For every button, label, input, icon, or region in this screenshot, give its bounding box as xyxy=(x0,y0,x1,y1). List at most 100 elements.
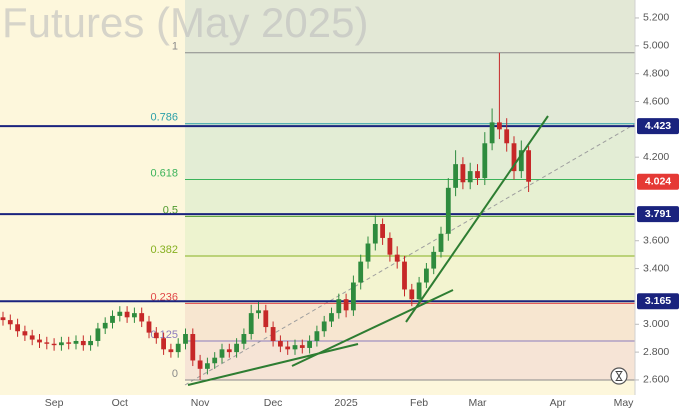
candle-body xyxy=(88,340,93,346)
fib-zone xyxy=(185,379,635,395)
candle-body xyxy=(518,150,524,172)
candle-body xyxy=(132,313,137,318)
y-tick-label: 3.400 xyxy=(643,262,669,274)
candle-body xyxy=(146,321,152,333)
fib-zone xyxy=(185,52,635,124)
button-icon xyxy=(615,371,623,381)
x-tick-label: Dec xyxy=(264,397,283,409)
candle-body xyxy=(424,268,429,283)
candle-body xyxy=(205,363,210,369)
candle-body xyxy=(278,340,283,347)
candle-body xyxy=(504,129,510,144)
level-tag-label: 4.423 xyxy=(645,120,671,132)
candle-body xyxy=(445,187,451,234)
level-tag-label: 3.791 xyxy=(645,208,671,220)
trend-line xyxy=(405,115,549,323)
candle-body xyxy=(292,345,298,350)
y-tick-label: 4.200 xyxy=(643,151,669,163)
candle-body xyxy=(241,334,247,344)
candle-body xyxy=(248,313,254,335)
candle-body xyxy=(372,224,378,244)
candle-body xyxy=(175,343,181,353)
y-tick-label: 4.800 xyxy=(643,67,669,79)
candle-body xyxy=(80,340,86,346)
candle-body xyxy=(314,331,320,341)
x-tick-label: 2025 xyxy=(334,397,358,409)
candle-body xyxy=(44,342,50,344)
axes: 4.423 3.791 3.165 5.200 5.000 4.800 4.600 4.200… xyxy=(45,12,679,409)
candle-body xyxy=(15,324,20,332)
candle-body xyxy=(161,338,166,350)
level-tag xyxy=(637,293,679,310)
candle-body xyxy=(475,171,480,179)
candle-body xyxy=(416,282,422,300)
candle-body xyxy=(51,343,57,346)
x-axis-area xyxy=(0,395,635,414)
candle-body xyxy=(307,340,312,348)
candle-body xyxy=(351,282,356,311)
candle-body xyxy=(402,261,407,290)
candle-body xyxy=(321,321,327,332)
candle-body xyxy=(380,224,385,238)
candle-body xyxy=(73,340,79,344)
candle-body xyxy=(394,254,400,262)
candle-body xyxy=(124,311,130,318)
candle-body xyxy=(489,122,495,144)
candle-body xyxy=(183,334,188,344)
candle-body xyxy=(438,233,444,252)
candle-body xyxy=(37,339,42,343)
candle-body xyxy=(453,164,458,188)
y-tick-label: 3.000 xyxy=(643,318,669,330)
fib-label: 0 xyxy=(172,368,178,380)
y-tick-label: 5.200 xyxy=(643,12,669,24)
candle-body xyxy=(190,334,196,361)
y-tick-label: 4.600 xyxy=(643,95,669,107)
fib-label: 0.618 xyxy=(150,167,178,179)
candle-body xyxy=(365,243,371,262)
scale-button[interactable] xyxy=(610,367,628,385)
candle-body xyxy=(358,261,364,283)
candle-body xyxy=(95,328,101,341)
level-tag-label: 3.165 xyxy=(645,295,671,307)
candle-body xyxy=(497,122,502,130)
candle-body xyxy=(139,313,145,322)
candle-body xyxy=(66,342,72,344)
candle-body xyxy=(153,332,159,339)
candle-body xyxy=(110,315,115,323)
y-tick-label: 5.000 xyxy=(643,40,669,52)
candle-body xyxy=(263,310,269,328)
fib-zone xyxy=(185,216,635,257)
x-tick-label: Mar xyxy=(468,397,487,409)
level-tag xyxy=(637,206,679,223)
candle-body xyxy=(168,349,174,353)
last-price-tag xyxy=(637,173,679,190)
trend-channel xyxy=(184,123,636,386)
x-tick-label: Feb xyxy=(410,397,428,409)
chart-title: Futures (May 2025) xyxy=(2,0,368,46)
level-tag xyxy=(637,118,679,135)
fib-label: 0.786 xyxy=(150,112,178,124)
candle-body xyxy=(285,346,291,350)
fib-label: 0.236 xyxy=(150,291,178,303)
candle-body xyxy=(343,299,349,311)
candle-body xyxy=(511,143,517,172)
y-tick-label: 3.600 xyxy=(643,235,669,247)
y-tick-label: 2.800 xyxy=(643,346,669,358)
candle-body xyxy=(526,150,531,182)
candle-body xyxy=(117,311,123,316)
candle-body xyxy=(219,349,225,358)
y-tick-label: 2.600 xyxy=(643,374,669,386)
candle-body xyxy=(7,320,13,325)
candle-body xyxy=(409,289,415,300)
candle-body xyxy=(234,343,239,353)
candle-body xyxy=(329,313,334,322)
candle-body xyxy=(0,317,6,321)
candle-body xyxy=(460,164,466,183)
x-tick-label: May xyxy=(614,397,635,409)
candle-body xyxy=(197,360,203,369)
trend-line xyxy=(187,343,359,386)
candle-body xyxy=(212,357,218,364)
candle-body xyxy=(431,251,437,269)
